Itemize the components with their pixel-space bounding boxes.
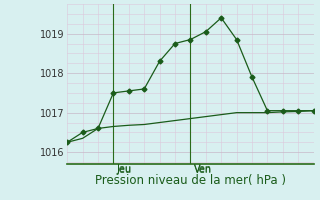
- Text: Ven: Ven: [194, 164, 212, 174]
- Text: Ven: Ven: [194, 165, 212, 175]
- Text: Jeu: Jeu: [116, 165, 132, 175]
- Text: Jeu: Jeu: [116, 164, 132, 174]
- X-axis label: Pression niveau de la mer( hPa ): Pression niveau de la mer( hPa ): [95, 174, 286, 187]
